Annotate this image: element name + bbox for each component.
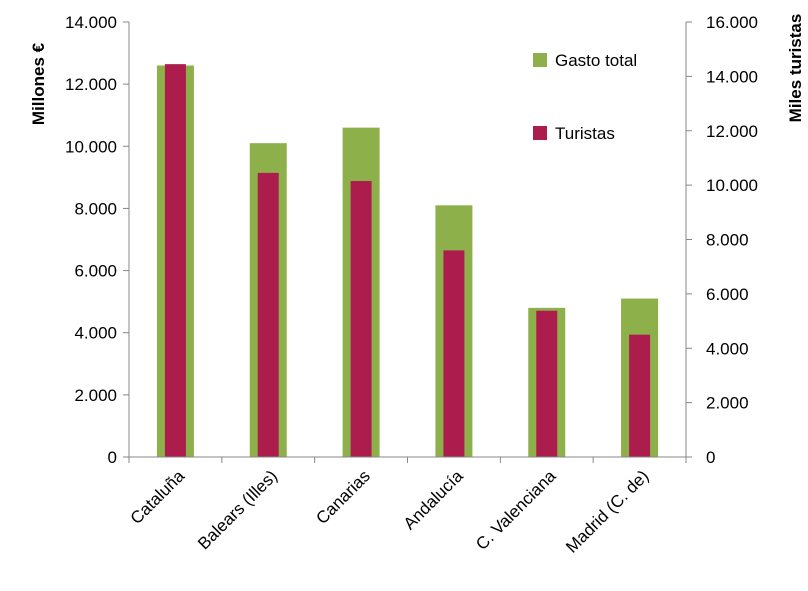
y2-tick-label: 4.000 [706,339,749,358]
legend-label-turistas: Turistas [555,124,615,143]
y-tick-label: 12.000 [65,75,117,94]
y-tick-label: 14.000 [65,13,117,32]
axes-group [128,22,687,458]
category-label: Andalucía [400,466,467,533]
y-axis-title: Millones € [29,42,48,125]
bar-turistas [536,310,558,457]
bar-turistas [350,181,372,457]
category-label: Balears (Illes) [194,466,281,553]
y-tick-label: 2.000 [74,386,117,405]
y2-tick-label: 14.000 [706,67,758,86]
y2-tick-label: 16.000 [706,13,758,32]
category-ticks-group: Cataluña Balears (Illes) Canarias Andalucía… [127,457,687,557]
y2-tick-label: 10.000 [706,176,758,195]
bar-turistas [257,172,279,457]
y2-axis-title: Miles turistas [786,14,805,123]
bar-turistas [629,334,651,457]
category-label: Canarias [312,466,374,528]
legend: Gasto total Turistas [533,51,637,143]
y-tick-label: 0 [108,448,117,467]
y2-tick-label: 8.000 [706,231,749,250]
y2-tick-label: 0 [706,448,715,467]
right-ticks-group: 0 2.000 4.000 6.000 8.000 10.000 12.000 14.000 1… [686,13,758,467]
y2-tick-label: 12.000 [706,122,758,141]
y-tick-label: 6.000 [74,262,117,281]
category-label: Madrid (C. de) [562,466,652,556]
y2-tick-label: 2.000 [706,394,749,413]
bar-turistas [164,64,186,457]
legend-swatch-gasto-total [533,53,547,67]
y2-tick-label: 6.000 [706,285,749,304]
category-label: C. Valenciana [472,466,560,554]
y-tick-label: 10.000 [65,137,117,156]
category-label: Cataluña [127,466,189,528]
y-tick-label: 4.000 [74,324,117,343]
left-ticks-group: 0 2.000 4.000 6.000 8.000 10.000 12.000 14.000 [65,13,129,467]
bar-turistas [443,250,465,457]
y-tick-label: 8.000 [74,199,117,218]
legend-label-gasto-total: Gasto total [555,51,637,70]
bars-group [156,64,659,458]
legend-swatch-turistas [533,126,547,140]
